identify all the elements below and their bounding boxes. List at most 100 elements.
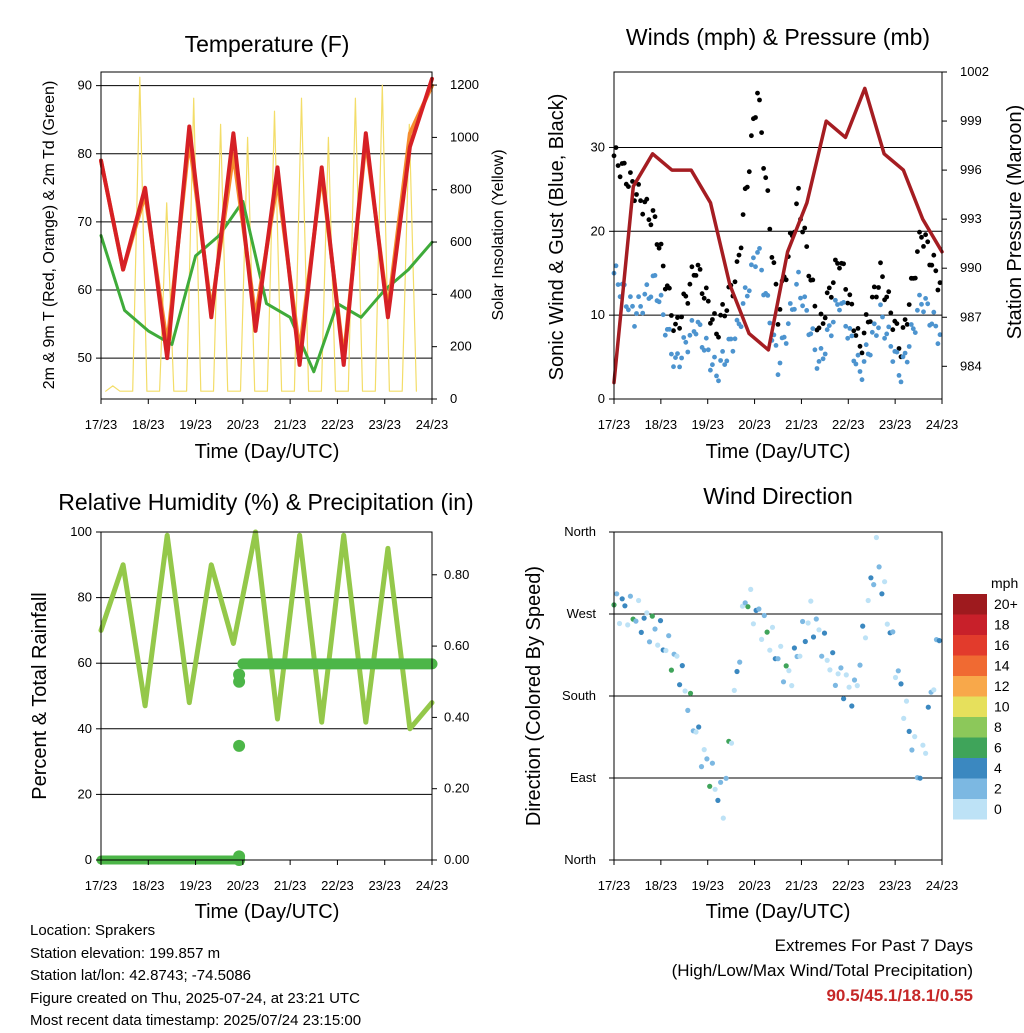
winds-xtick-label: 24/23 <box>926 417 959 432</box>
gust-point <box>826 285 832 291</box>
winds-panel: Winds (mph) & Pressure (mb) 0 10 20 30 984 98… <box>546 24 1024 463</box>
wind-point <box>929 321 935 327</box>
legend-swatch <box>953 614 987 635</box>
wind-point <box>785 321 791 327</box>
wind-point <box>783 341 789 346</box>
wind-point <box>615 282 621 287</box>
wind-point <box>638 304 643 309</box>
wind-point <box>915 307 920 313</box>
gust-point <box>675 315 680 320</box>
direction-point <box>901 715 907 722</box>
direction-point <box>622 603 628 609</box>
gust-point <box>746 169 752 175</box>
wind-point <box>673 355 678 360</box>
pressure-line <box>612 86 944 385</box>
gust-point <box>886 289 892 295</box>
legend-swatch <box>953 655 987 676</box>
wind-point <box>923 296 928 301</box>
temperature-ytick-right-label: 800 <box>450 182 472 197</box>
humidity-ytick-left-label: 80 <box>78 590 92 605</box>
direction-point <box>625 622 631 628</box>
wind-point <box>708 367 713 373</box>
direction-ytick-label: North <box>564 852 596 867</box>
direction-xtick-label: 22/23 <box>832 878 865 893</box>
direction-point <box>871 582 877 588</box>
gust-point <box>931 252 937 258</box>
gust-point <box>687 281 693 287</box>
temperature-panel: Temperature (F) 50 60 70 80 90 0 200 400 600 800 1… <box>41 31 507 463</box>
gust-point <box>724 308 730 313</box>
gust-point <box>669 313 674 318</box>
gust-point <box>658 241 664 247</box>
gust-point <box>693 273 699 278</box>
wind-point <box>878 302 883 308</box>
wind-point <box>933 323 939 329</box>
direction-ylabel-left: Direction (Colored By Speed) <box>523 566 545 826</box>
gust-point <box>876 285 881 290</box>
gust-point <box>812 303 818 309</box>
direction-point <box>827 667 833 673</box>
wind-point <box>912 330 918 335</box>
direction-point <box>920 742 926 748</box>
direction-title: Wind Direction <box>703 483 853 509</box>
wind-point <box>935 341 941 347</box>
humidity-ytick-left-label: 60 <box>78 655 92 670</box>
humidity-frame <box>100 531 433 861</box>
gust-point <box>874 294 879 300</box>
gust-point <box>749 133 754 139</box>
gust-point <box>923 232 928 238</box>
winds-frame <box>613 71 943 400</box>
direction-point <box>884 621 890 627</box>
gust-point <box>900 325 906 330</box>
gust-point <box>919 234 924 240</box>
temperature-ytick-right-label: 400 <box>450 286 472 301</box>
winds-ytick-right-label: 990 <box>960 260 982 275</box>
direction-point <box>715 797 721 804</box>
wind-point <box>900 354 906 360</box>
gust-point <box>816 325 822 331</box>
wind-point <box>753 264 758 270</box>
gust-point <box>929 262 935 268</box>
figure-created: Figure created on Thu, 2025-07-24, at 23… <box>30 989 360 1007</box>
temperature-ylabel-left: 2m & 9m T (Red, Orange) & 2m Td (Green) <box>41 81 58 390</box>
temperature-xtick-label: 23/23 <box>368 417 401 432</box>
temperature-xtick-label: 18/23 <box>132 417 165 432</box>
wind-point <box>863 342 869 348</box>
gust-point <box>667 285 672 291</box>
temperature-ytick-right-label: 600 <box>450 234 472 249</box>
gust-point <box>765 188 771 194</box>
gust-point <box>757 97 762 103</box>
direction-point <box>685 707 691 714</box>
gust-point <box>783 277 789 283</box>
direction-point <box>936 638 942 644</box>
legend-swatch <box>953 758 987 779</box>
wind-point <box>830 319 836 325</box>
direction-point <box>646 639 653 645</box>
gust-point <box>867 319 873 324</box>
direction-point <box>698 764 705 770</box>
gust-point <box>677 325 682 331</box>
gust-point <box>648 222 654 228</box>
gust-point <box>857 343 863 349</box>
direction-point <box>865 597 871 604</box>
wind-point <box>685 349 691 355</box>
direction-point <box>791 645 798 651</box>
wind-point <box>734 317 740 323</box>
direction-point <box>679 663 685 669</box>
wind-point <box>845 335 851 341</box>
gust-point <box>738 245 744 251</box>
direction-point <box>824 657 830 663</box>
wind-point <box>749 262 754 268</box>
humidity-xtick-label: 20/23 <box>227 878 260 893</box>
gust-point <box>773 281 779 287</box>
temperature-ytick-right-label: 1200 <box>450 77 479 92</box>
direction-point <box>663 647 669 654</box>
wind-point <box>824 327 830 333</box>
extremes-values: 90.5/45.1/18.1/0.55 <box>826 986 973 1005</box>
direction-point <box>677 682 683 688</box>
temperature-xtick-label: 22/23 <box>321 417 354 432</box>
wind-point <box>640 310 646 316</box>
gust-point <box>697 267 703 272</box>
direction-point <box>846 684 852 690</box>
wind-point <box>718 358 723 363</box>
